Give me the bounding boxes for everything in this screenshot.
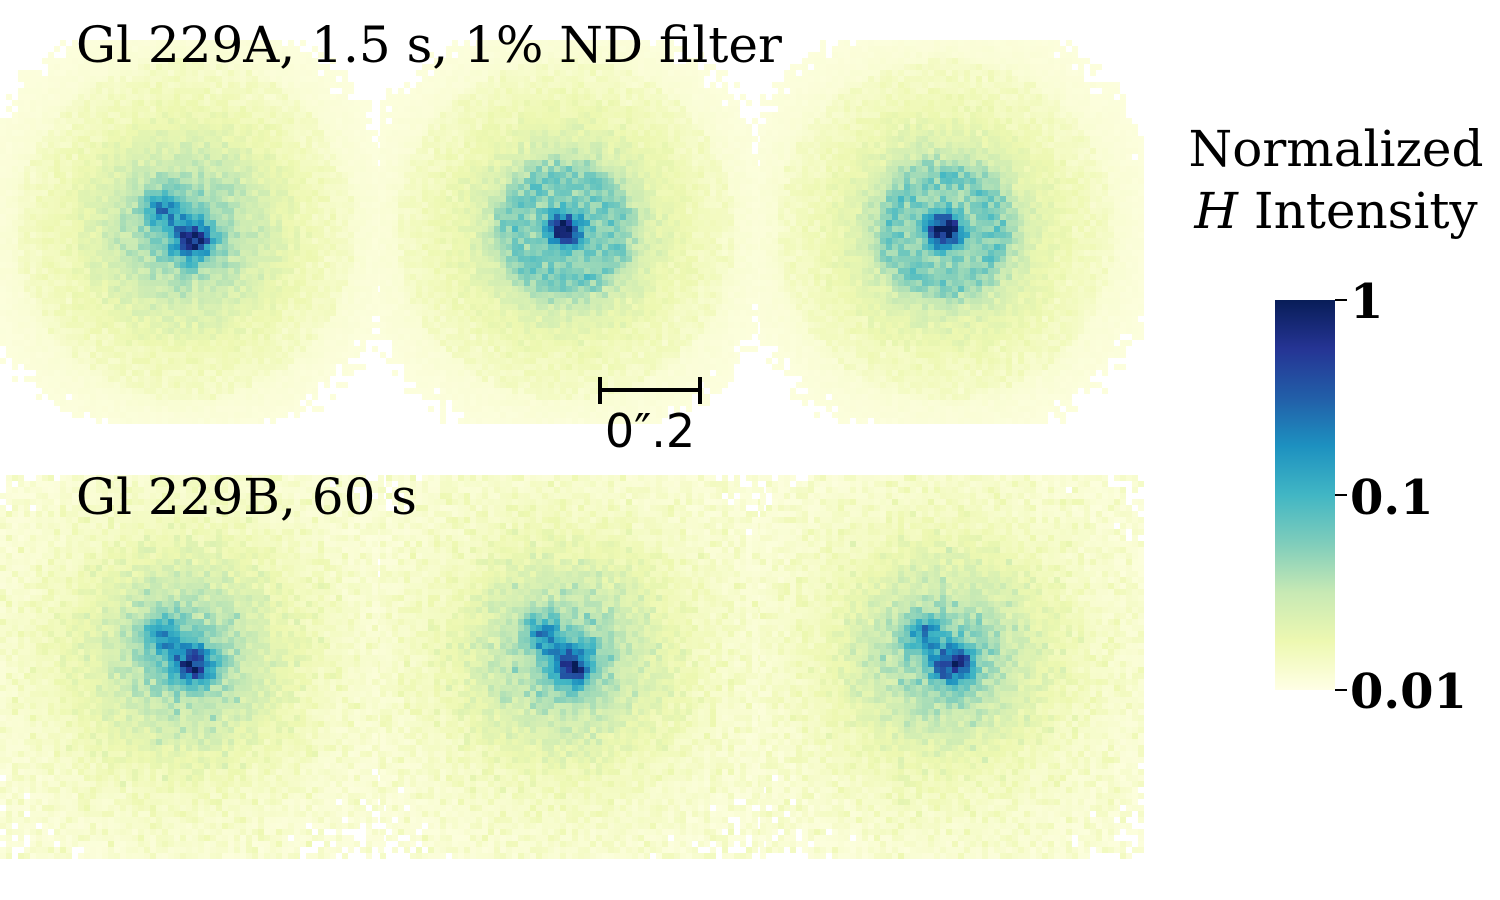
colorbar-title-line1: Normalized (1172, 118, 1500, 180)
colorbar-tick-label-0.01: 0.01 (1350, 668, 1467, 716)
row-title-gl229a: Gl 229A, 1.5 s, 1% ND filter (76, 20, 782, 70)
psf-panel (0, 475, 384, 859)
psf-panel (760, 475, 1144, 859)
colorbar-tick-label-1: 1 (1350, 278, 1383, 326)
colorbar-title-rest: Intensity (1238, 182, 1478, 240)
scale-bar (598, 377, 702, 404)
colorbar-title: Normalized H Intensity (1172, 118, 1500, 242)
row-title-gl229b: Gl 229B, 60 s (76, 472, 417, 522)
colorbar-ticks (1335, 299, 1347, 691)
colorbar-tick-label-0.1: 0.1 (1350, 474, 1434, 522)
psf-panel (0, 40, 384, 424)
colorbar-title-line2: H Intensity (1172, 180, 1500, 242)
psf-panel (380, 40, 764, 424)
psf-panel (380, 475, 764, 859)
colorbar-title-variable: H (1194, 182, 1238, 240)
scale-bar-label: 0″.2 (600, 408, 700, 454)
psf-panel (760, 40, 1144, 424)
colorbar (1275, 300, 1335, 690)
